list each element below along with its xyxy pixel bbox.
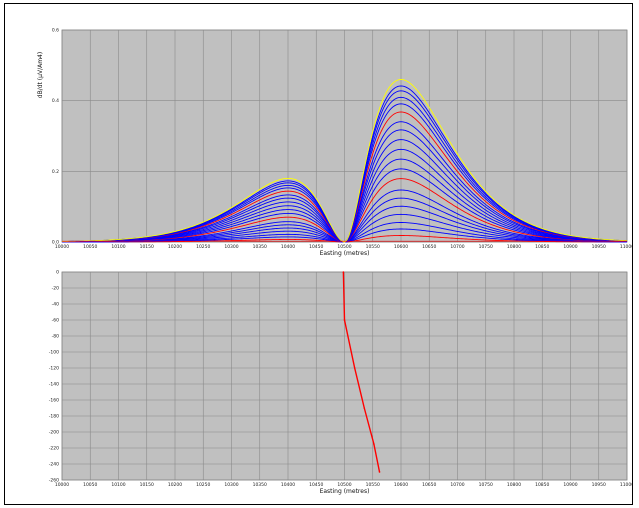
x-tick-label: 10000	[55, 482, 69, 488]
y-tick-label: -200	[49, 430, 59, 436]
y-axis-label: dB/dt (µV/Am4)	[37, 52, 44, 98]
y-tick-label: -260	[49, 478, 59, 484]
x-tick-label: 10500	[337, 244, 351, 250]
y-tick-label: -120	[49, 366, 59, 372]
y-tick-label: -220	[49, 446, 59, 452]
x-tick-label: 10400	[281, 244, 295, 250]
x-tick-label: 10700	[450, 482, 464, 488]
y-tick-label: -160	[49, 398, 59, 404]
x-tick-label: 10450	[309, 482, 323, 488]
x-tick-label: 10650	[422, 482, 436, 488]
x-tick-label: 10800	[507, 482, 521, 488]
x-tick-label: 10050	[83, 482, 97, 488]
x-tick-label: 10350	[253, 244, 267, 250]
trace-point	[363, 407, 366, 409]
x-tick-label: 10350	[253, 482, 267, 488]
y-tick-label: -180	[49, 414, 59, 420]
x-tick-label: 10150	[140, 244, 154, 250]
x-tick-label: 10700	[450, 244, 464, 250]
x-tick-label: 10300	[224, 244, 238, 250]
y-tick-label: 0.2	[52, 169, 59, 175]
x-tick-label: 10950	[592, 482, 606, 488]
x-tick-label: 10450	[309, 244, 323, 250]
y-tick-label: -240	[49, 462, 59, 468]
x-tick-label: 10200	[168, 244, 182, 250]
x-axis-label: Easting (metres)	[320, 488, 370, 495]
x-tick-label: 10900	[563, 482, 577, 488]
x-tick-label: 10000	[55, 244, 69, 250]
trace-point	[343, 319, 346, 321]
x-tick-label: 10650	[422, 244, 436, 250]
chart-canvas: 10000 10050 10100 10150 10200 10250 10300 10350…	[37, 28, 632, 496]
y-tick-label: 0.6	[52, 28, 59, 34]
y-tick-label: -140	[49, 382, 59, 388]
trace-point	[378, 471, 381, 473]
y-tick-label: 0.4	[52, 98, 59, 104]
x-tick-label: 10600	[394, 244, 408, 250]
series-line-20	[61, 79, 628, 243]
y-tick-label: -100	[49, 350, 59, 356]
x-tick-label: 10550	[366, 482, 380, 488]
x-tick-label: 10750	[479, 482, 493, 488]
x-tick-label: 10300	[224, 482, 238, 488]
x-tick-label: 10150	[140, 482, 154, 488]
chart-frame: 10000 10050 10100 10150 10200 10250 10300 10350…	[4, 3, 633, 505]
y-tick-label: 0.0	[52, 240, 59, 246]
trace-point	[353, 367, 356, 369]
y-tick-label: -40	[52, 302, 59, 308]
x-tick-label: 10400	[281, 482, 295, 488]
x-tick-label: 10200	[168, 482, 182, 488]
trace-point	[342, 271, 345, 273]
y-tick-label: 0	[56, 270, 59, 276]
x-tick-label: 10500	[337, 482, 351, 488]
x-tick-label: 10250	[196, 482, 210, 488]
x-tick-label: 10600	[394, 482, 408, 488]
x-tick-label: 10550	[366, 244, 380, 250]
y-tick-label: -20	[52, 286, 59, 292]
x-axis-label: Easting (metres)	[320, 250, 370, 257]
conductor-trace-1	[342, 271, 381, 473]
x-tick-label: 10850	[535, 482, 549, 488]
x-tick-label: 10100	[111, 482, 125, 488]
x-tick-label: 10250	[196, 244, 210, 250]
y-tick-label: -80	[52, 334, 59, 340]
x-tick-label: 10050	[83, 244, 97, 250]
x-tick-label: 10950	[592, 244, 606, 250]
y-tick-label: -60	[52, 318, 59, 324]
x-tick-label: 10800	[507, 244, 521, 250]
x-tick-label: 10900	[563, 244, 577, 250]
trace-point	[373, 443, 375, 445]
x-tick-label: 10850	[535, 244, 549, 250]
x-tick-label: 10100	[111, 244, 125, 250]
x-tick-label: 10750	[479, 244, 493, 250]
